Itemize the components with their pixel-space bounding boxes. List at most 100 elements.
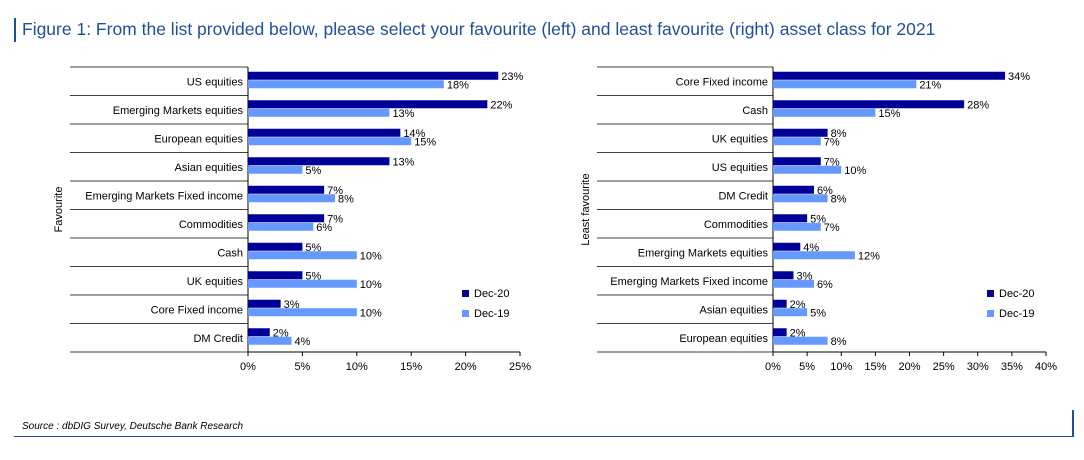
bar-dec-19 xyxy=(773,108,876,117)
bar-dec-20 xyxy=(248,242,303,251)
category-label: Core Fixed income xyxy=(676,76,768,88)
data-label: 7% xyxy=(824,222,840,234)
bar-dec-20 xyxy=(773,328,787,337)
legend-label: Dec-19 xyxy=(474,308,509,320)
bar-dec-19 xyxy=(773,308,808,317)
bar-dec-20 xyxy=(773,242,801,251)
x-tick-label: 40% xyxy=(1035,361,1057,373)
data-label: 7% xyxy=(327,213,343,225)
legend-label: Dec-20 xyxy=(999,288,1034,300)
category-label: DM Credit xyxy=(193,333,243,345)
bar-dec-20 xyxy=(248,299,281,308)
data-label: 7% xyxy=(327,185,343,197)
bar-dec-20 xyxy=(248,185,325,194)
bar-dec-19 xyxy=(248,194,336,203)
bar-dec-19 xyxy=(773,80,917,89)
bar-dec-20 xyxy=(773,214,808,223)
x-tick-label: 10% xyxy=(346,361,368,373)
data-label: 13% xyxy=(392,156,414,168)
category-label: US equities xyxy=(187,76,244,88)
data-label: 4% xyxy=(295,336,311,348)
bar-dec-20 xyxy=(248,128,401,137)
category-label: Asian equities xyxy=(175,162,244,174)
data-label: 8% xyxy=(338,193,354,205)
data-label: 2% xyxy=(790,299,806,311)
category-label: Emerging Markets Fixed income xyxy=(610,276,768,288)
bar-dec-19 xyxy=(248,80,444,89)
bar-dec-19 xyxy=(773,222,821,231)
data-label: 22% xyxy=(490,99,512,111)
x-tick-label: 10% xyxy=(830,361,852,373)
bar-dec-20 xyxy=(773,299,787,308)
bar-dec-19 xyxy=(773,194,828,203)
data-label: 28% xyxy=(967,99,989,111)
data-label: 21% xyxy=(919,79,941,91)
data-label: 2% xyxy=(273,327,289,339)
legend-swatch-dec-19 xyxy=(462,310,469,317)
x-tick-label: 30% xyxy=(967,361,989,373)
source-note: Source : dbDIG Survey, Deutsche Bank Res… xyxy=(22,421,244,432)
data-label: 10% xyxy=(360,307,382,319)
x-tick-label: 20% xyxy=(455,361,477,373)
data-label: 15% xyxy=(414,136,436,148)
frame-right-edge xyxy=(1072,410,1074,436)
bar-dec-19 xyxy=(248,222,314,231)
data-label: 7% xyxy=(824,136,840,148)
category-label: Emerging Markets equities xyxy=(638,247,769,259)
data-label: 5% xyxy=(810,307,826,319)
bar-dec-19 xyxy=(773,336,828,345)
bar-dec-19 xyxy=(248,336,292,345)
data-label: 5% xyxy=(305,165,321,177)
category-label: DM Credit xyxy=(718,190,768,202)
data-label: 3% xyxy=(796,270,812,282)
bar-dec-20 xyxy=(248,328,270,337)
bar-dec-20 xyxy=(248,100,488,109)
bar-dec-20 xyxy=(773,185,814,194)
x-tick-label: 0% xyxy=(240,361,256,373)
category-label: Commodities xyxy=(179,219,244,231)
category-label: Emerging Markets equities xyxy=(113,105,244,117)
bar-dec-19 xyxy=(248,137,412,146)
category-label: Emerging Markets Fixed income xyxy=(85,190,243,202)
data-label: 2% xyxy=(790,327,806,339)
bar-dec-20 xyxy=(773,71,1006,80)
category-label: UK equities xyxy=(187,276,244,288)
x-tick-label: 35% xyxy=(1001,361,1023,373)
bar-dec-19 xyxy=(248,165,303,174)
bar-dec-20 xyxy=(248,71,499,80)
x-tick-label: 15% xyxy=(864,361,886,373)
category-label: European equities xyxy=(679,333,768,345)
bar-dec-19 xyxy=(773,251,855,260)
data-label: 6% xyxy=(817,279,833,291)
data-label: 15% xyxy=(878,108,900,120)
data-label: 12% xyxy=(858,250,880,262)
bar-dec-20 xyxy=(248,157,390,166)
data-label: 13% xyxy=(392,108,414,120)
data-label: 34% xyxy=(1008,71,1030,83)
bar-dec-20 xyxy=(773,271,794,280)
data-label: 7% xyxy=(824,156,840,168)
data-label: 3% xyxy=(284,299,300,311)
category-label: US equities xyxy=(712,162,769,174)
bar-dec-20 xyxy=(773,100,965,109)
bar-dec-20 xyxy=(773,128,828,137)
bar-dec-19 xyxy=(248,279,357,288)
category-label: Cash xyxy=(217,247,243,259)
legend-swatch-dec-20 xyxy=(987,290,994,297)
data-label: 10% xyxy=(360,279,382,291)
data-label: 23% xyxy=(501,71,523,83)
bar-dec-19 xyxy=(248,108,390,117)
bar-dec-19 xyxy=(248,251,357,260)
legend-label: Dec-19 xyxy=(999,308,1034,320)
data-label: 8% xyxy=(831,336,847,348)
x-tick-label: 5% xyxy=(294,361,310,373)
data-label: 5% xyxy=(305,270,321,282)
x-tick-label: 20% xyxy=(898,361,920,373)
legend-swatch-dec-20 xyxy=(462,290,469,297)
bar-dec-19 xyxy=(773,165,842,174)
category-label: Core Fixed income xyxy=(151,304,243,316)
category-label: Commodities xyxy=(704,219,769,231)
bar-dec-20 xyxy=(248,271,303,280)
x-tick-label: 5% xyxy=(799,361,815,373)
